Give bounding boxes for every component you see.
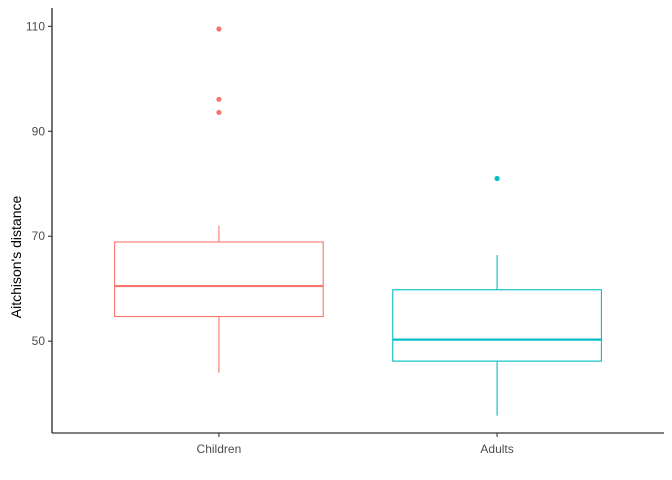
y-tick-label: 70 — [32, 229, 46, 243]
x-axis: Children Adults — [52, 432, 664, 456]
x-tick-label: Adults — [480, 442, 513, 456]
outlier-point — [216, 26, 222, 32]
box-adults — [392, 175, 602, 416]
y-axis: 50 70 90 110 — [26, 8, 53, 433]
outlier-point — [216, 109, 222, 116]
box-body — [392, 289, 602, 362]
y-axis-title: Aitchison's distance — [8, 196, 24, 319]
box-children — [114, 26, 324, 373]
y-tick-label: 110 — [26, 19, 45, 33]
outlier-point — [494, 175, 500, 182]
x-tick-label: Children — [197, 442, 242, 456]
box-body — [114, 241, 324, 318]
y-tick-label: 90 — [32, 124, 46, 138]
outlier-point — [216, 96, 222, 102]
boxes — [114, 26, 602, 416]
y-tick-label: 50 — [32, 334, 46, 348]
